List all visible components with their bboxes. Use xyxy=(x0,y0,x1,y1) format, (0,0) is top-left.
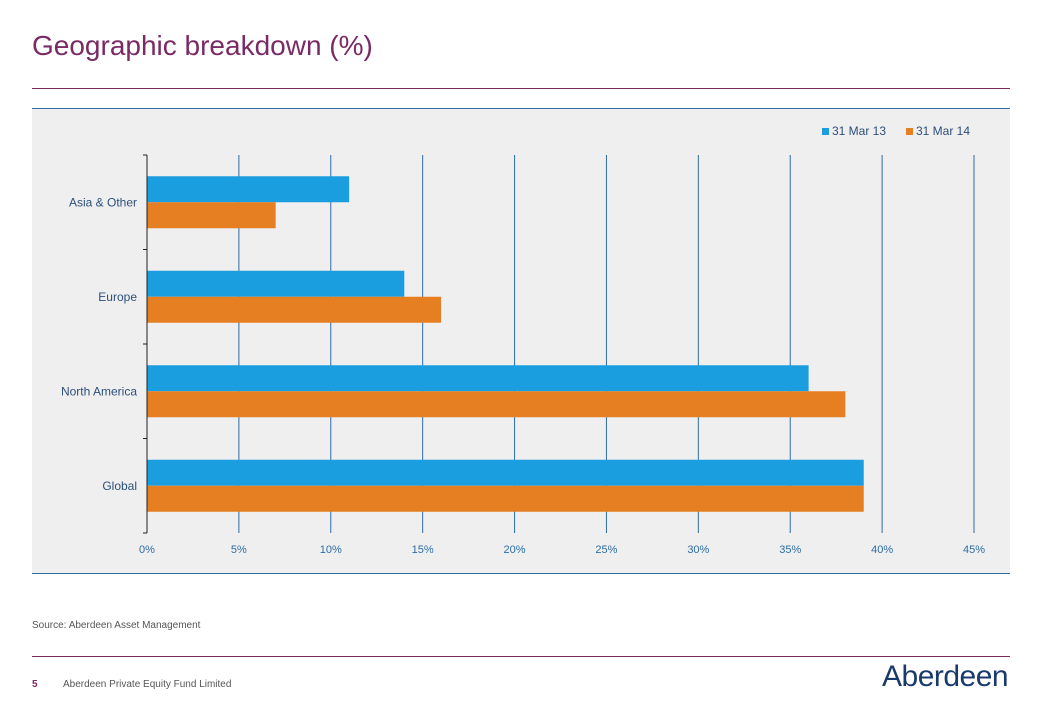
legend-label: 31 Mar 13 xyxy=(832,124,886,138)
source-note: Source: Aberdeen Asset Management xyxy=(32,620,201,631)
y-category-label: Global xyxy=(102,479,137,493)
x-tick-label: 20% xyxy=(504,544,526,556)
x-tick-label: 15% xyxy=(412,544,434,556)
x-tick-label: 30% xyxy=(687,544,709,556)
bar-chart: 0% 5% 10% 15% 20% 25% 30% 35% 40% 45% Asia & Other… xyxy=(61,124,985,556)
legend-swatch xyxy=(822,128,829,135)
x-tick-label: 25% xyxy=(595,544,617,556)
bar xyxy=(147,270,405,297)
y-category-label: Asia & Other xyxy=(69,195,137,209)
bar xyxy=(147,296,442,323)
bar xyxy=(147,365,809,392)
title-divider xyxy=(32,88,1010,89)
chart-panel: 0% 5% 10% 15% 20% 25% 30% 35% 40% 45% Asia & Other… xyxy=(32,108,1010,574)
legend-swatch xyxy=(906,128,913,135)
x-tick-label: 45% xyxy=(963,544,985,556)
x-tick-label: 0% xyxy=(139,544,155,556)
bar xyxy=(147,176,350,203)
x-tick-label: 35% xyxy=(779,544,801,556)
footer-text: Aberdeen Private Equity Fund Limited xyxy=(63,679,232,690)
y-category-label: North America xyxy=(61,384,137,398)
aberdeen-logo: Aberdeen xyxy=(882,660,1009,693)
x-tick-label: 40% xyxy=(871,544,893,556)
x-tick-label: 10% xyxy=(320,544,342,556)
x-tick-label: 5% xyxy=(231,544,247,556)
bar xyxy=(147,391,846,418)
footer-divider xyxy=(32,656,1010,657)
bar xyxy=(147,485,864,512)
bar xyxy=(147,202,276,229)
page-number: 5 xyxy=(32,679,38,690)
page-title: Geographic breakdown (%) xyxy=(32,30,373,61)
y-category-label: Europe xyxy=(98,290,137,304)
legend-label: 31 Mar 14 xyxy=(916,124,970,138)
bar xyxy=(147,459,864,486)
